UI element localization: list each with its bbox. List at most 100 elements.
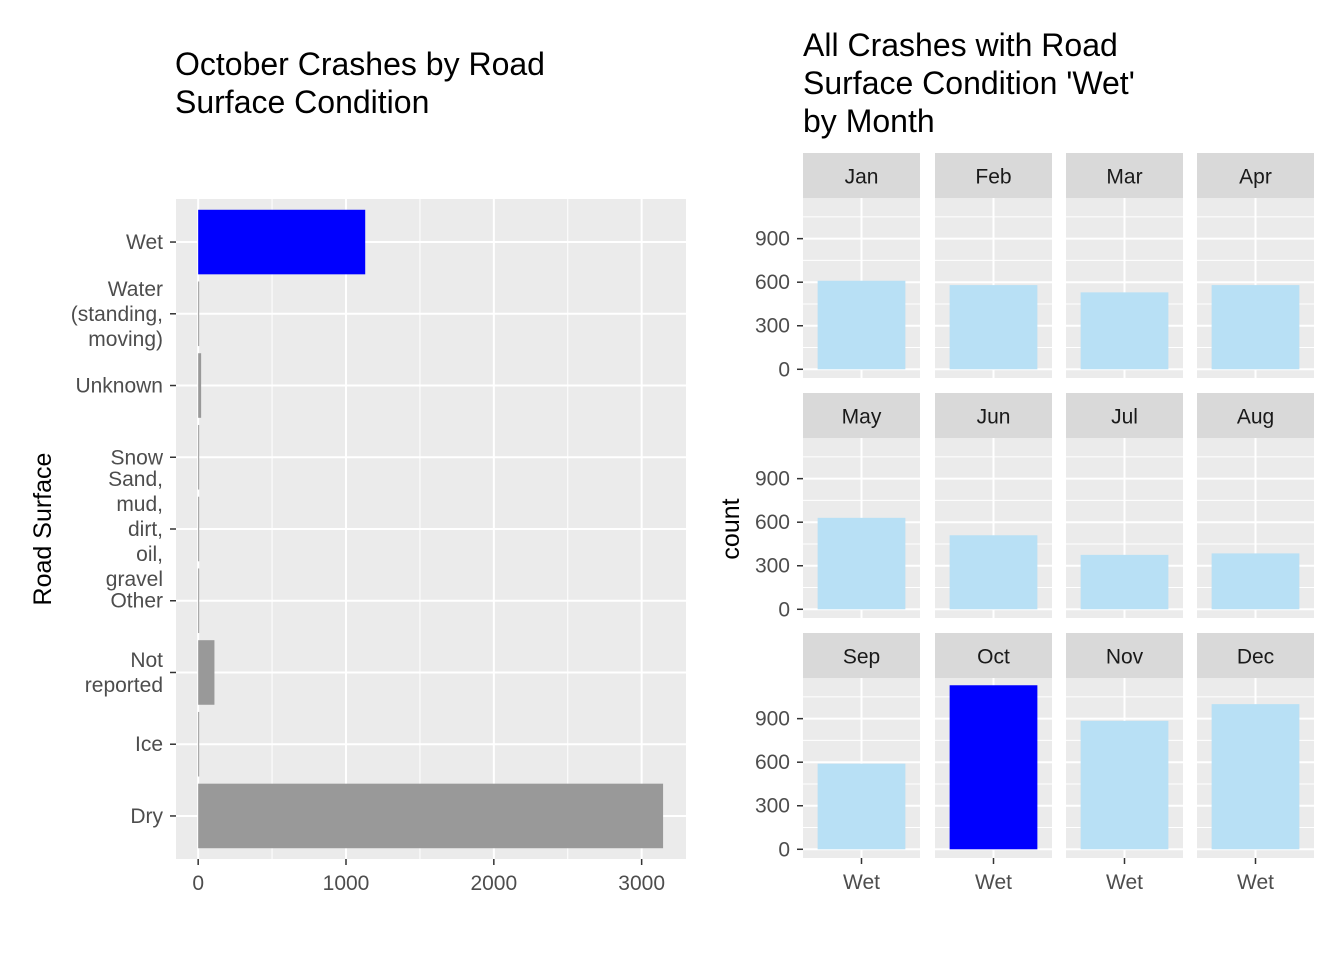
facet-strip [935, 153, 1052, 198]
y-tick-label: 900 [755, 468, 790, 491]
facet-strip-label: Jan [845, 166, 879, 189]
facet-strip [1066, 393, 1183, 438]
y-tick-label: Other [110, 590, 163, 613]
bar [949, 285, 1038, 370]
left-chart-title-line-1: October Crashes by Road [175, 46, 545, 82]
facet-panel-jan: Jan 0 300 600 900 [755, 153, 920, 381]
facet-strip [1197, 633, 1314, 678]
bar [817, 517, 906, 610]
y-tick-label: gravel [106, 568, 163, 591]
y-tick-label: 0 [778, 598, 790, 621]
bar [1211, 285, 1300, 370]
bar [198, 281, 200, 347]
x-tick-label: Wet [1106, 871, 1143, 894]
facet-strip-label: Mar [1106, 166, 1142, 189]
x-tick-label: Wet [1237, 871, 1274, 894]
y-tick-label: Wet [126, 231, 163, 254]
facet-panel-oct: Oct Wet [935, 633, 1052, 894]
bar [817, 280, 906, 370]
facet-strip [1197, 153, 1314, 198]
right-chart-title-line-1: All Crashes with Road [803, 27, 1118, 63]
y-tick-label: oil, [136, 543, 163, 566]
y-tick-label: Snow [110, 446, 163, 469]
y-tick-label: Ice [135, 733, 163, 756]
facet-strip-label: Apr [1239, 166, 1272, 189]
x-tick-label: 2000 [470, 872, 517, 895]
y-tick-label: 900 [755, 708, 790, 731]
x-tick-label: 1000 [323, 872, 370, 895]
y-tick-label: (standing, [71, 303, 163, 326]
y-tick-label: 900 [755, 228, 790, 251]
y-tick-label: moving) [88, 328, 163, 351]
right-y-axis-title: count [717, 498, 745, 559]
facet-strip [803, 633, 920, 678]
bar [949, 685, 1038, 850]
facet-strip [803, 393, 920, 438]
y-tick-label: 300 [755, 555, 790, 578]
facet-strip [1197, 393, 1314, 438]
facet-strip [935, 633, 1052, 678]
facet-panel-apr: Apr [1197, 153, 1314, 378]
facet-strip-label: Feb [975, 166, 1011, 189]
bar [198, 640, 215, 705]
x-tick-label: Wet [975, 871, 1012, 894]
y-tick-label: 0 [778, 358, 790, 381]
left-bars [198, 209, 664, 849]
bar [198, 209, 366, 275]
y-tick-label: mud, [116, 493, 163, 516]
facet-panel-jul: Jul [1066, 393, 1183, 618]
facet-panel-nov: Nov Wet [1066, 633, 1183, 894]
facet-strip-label: Oct [977, 646, 1010, 669]
facet-panel-dec: Dec Wet [1197, 633, 1314, 894]
bar [198, 783, 664, 849]
facet-panel-mar: Mar [1066, 153, 1183, 378]
y-tick-label: Water [108, 278, 163, 301]
y-tick-label: 300 [755, 795, 790, 818]
facet-panel-aug: Aug [1197, 393, 1314, 618]
bar [198, 353, 202, 418]
facet-panels: Jan 0 300 600 900 Feb Mar Apr May 0 300 600 900 Jun Ju… [755, 153, 1314, 894]
y-tick-label: Not [130, 649, 163, 672]
bar [1080, 554, 1169, 610]
bar [198, 424, 200, 490]
y-tick-label: 300 [755, 315, 790, 338]
facet-strip-label: Jul [1111, 406, 1138, 429]
facet-strip [1066, 153, 1183, 198]
right-chart-title-line-3: by Month [803, 103, 935, 139]
y-tick-label: reported [85, 674, 163, 697]
left-chart-title-line-2: Surface Condition [175, 84, 429, 120]
x-tick-label: Wet [843, 871, 880, 894]
bar [198, 496, 200, 562]
facet-strip-label: Dec [1237, 646, 1274, 669]
bar [198, 711, 200, 777]
y-tick-label: 600 [755, 271, 790, 294]
facet-panel-feb: Feb [935, 153, 1052, 378]
facet-strip-label: Jun [977, 406, 1011, 429]
wet-crashes-by-month-chart: All Crashes with Road Surface Condition … [717, 27, 1314, 894]
y-tick-label: 0 [778, 838, 790, 861]
right-chart-title-line-2: Surface Condition 'Wet' [803, 65, 1135, 101]
bar [198, 568, 200, 634]
x-tick-label: 0 [192, 872, 204, 895]
facet-panel-sep: Sep 0 300 600 900 Wet [755, 633, 920, 894]
y-tick-label: Dry [130, 805, 163, 828]
x-tick-label: 3000 [618, 872, 665, 895]
y-tick-label: Sand, [108, 468, 163, 491]
bar [817, 763, 906, 850]
left-x-axis: 0 1000 2000 3000 [192, 859, 665, 895]
bar [1211, 704, 1300, 850]
bar [949, 535, 1038, 610]
facet-strip-label: Nov [1106, 646, 1144, 669]
y-tick-label: 600 [755, 511, 790, 534]
y-tick-label: Unknown [75, 375, 163, 398]
left-y-axis-title: Road Surface [29, 453, 57, 606]
facet-strip [803, 153, 920, 198]
facet-panel-jun: Jun [935, 393, 1052, 618]
bar [1080, 720, 1169, 850]
bar [1211, 553, 1300, 610]
facet-panel-may: May 0 300 600 900 [755, 393, 920, 621]
facet-strip-label: Sep [843, 646, 880, 669]
facet-strip [1066, 633, 1183, 678]
